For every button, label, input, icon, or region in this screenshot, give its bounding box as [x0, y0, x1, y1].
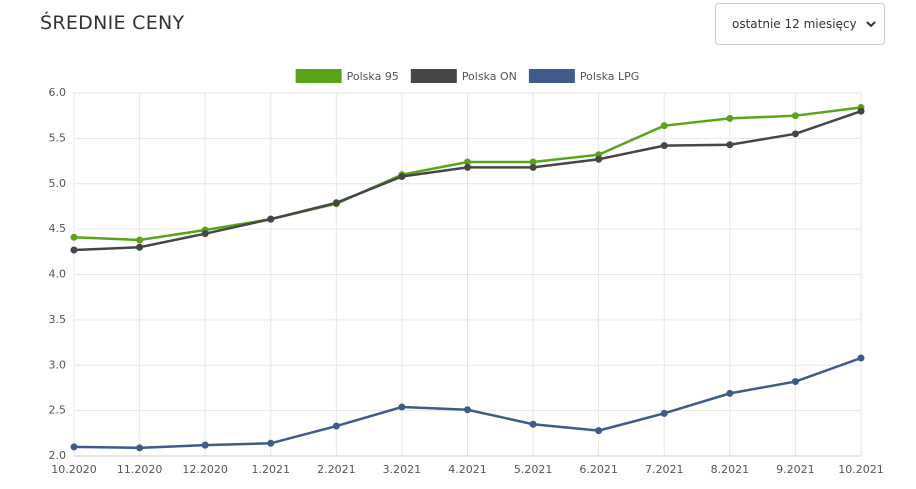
- point: [529, 163, 537, 171]
- point: [660, 122, 668, 130]
- page-title: ŚREDNIE CENY: [40, 12, 185, 34]
- legend-label: Polska 95: [347, 70, 399, 83]
- y-tick-label: 3.0: [49, 358, 67, 371]
- legend-label: Polska ON: [462, 70, 517, 83]
- point: [332, 422, 340, 430]
- point: [595, 427, 603, 435]
- legend-swatch: [528, 69, 575, 83]
- x-tick-label: 8.2021: [711, 463, 750, 476]
- point: [136, 243, 144, 251]
- y-tick-label: 3.5: [49, 313, 67, 326]
- point: [529, 420, 537, 428]
- x-tick-label: 12.2020: [182, 463, 228, 476]
- point: [70, 246, 78, 254]
- point: [857, 107, 865, 115]
- x-tick-label: 10.2020: [51, 463, 97, 476]
- chevron: [866, 21, 876, 28]
- x-tick-label: 11.2020: [117, 463, 163, 476]
- point: [791, 112, 799, 120]
- point: [857, 354, 865, 362]
- point: [791, 378, 799, 386]
- point: [726, 141, 734, 149]
- point: [70, 233, 78, 241]
- point: [201, 230, 209, 238]
- point: [70, 443, 78, 451]
- x-tick-label: 4.2021: [448, 463, 487, 476]
- y-tick-label: 6.0: [49, 86, 67, 99]
- x-tick-label: 10.2021: [838, 463, 884, 476]
- select-text: ostatnie 12 miesięcy: [732, 17, 857, 31]
- x-tick-label: 3.2021: [383, 463, 422, 476]
- point: [595, 155, 603, 163]
- point: [464, 406, 471, 414]
- point: [726, 114, 734, 122]
- y-tick-label: 2.5: [49, 404, 67, 417]
- x-tick-label: 1.2021: [252, 463, 291, 476]
- y-tick-label: 4.0: [49, 268, 67, 281]
- point: [398, 403, 406, 411]
- point: [464, 158, 471, 166]
- legend-swatch: [410, 69, 457, 83]
- x-tick-label: 9.2021: [776, 463, 815, 476]
- point: [332, 199, 340, 207]
- x-tick-label: 7.2021: [645, 463, 684, 476]
- y-tick-label: 5.5: [49, 131, 67, 144]
- point: [201, 441, 209, 449]
- y-tick-label: 2.0: [49, 449, 67, 462]
- point: [464, 163, 471, 171]
- point: [267, 215, 275, 223]
- y-tick-label: 4.5: [49, 222, 67, 235]
- point: [660, 142, 668, 150]
- point: [660, 409, 668, 417]
- point: [398, 172, 406, 180]
- x-tick-label: 2.2021: [317, 463, 356, 476]
- point: [726, 389, 734, 397]
- legend-swatch: [295, 69, 342, 83]
- legend-label: Polska LPG: [580, 70, 639, 83]
- point: [791, 130, 799, 138]
- x-tick-label: 5.2021: [514, 463, 553, 476]
- y-tick-label: 5.0: [49, 177, 67, 190]
- point: [136, 236, 144, 244]
- point: [136, 444, 144, 452]
- point: [267, 439, 275, 447]
- x-tick-label: 6.2021: [579, 463, 618, 476]
- range-select[interactable]: ostatnie 12 miesięcy: [715, 3, 885, 45]
- point: [529, 158, 537, 166]
